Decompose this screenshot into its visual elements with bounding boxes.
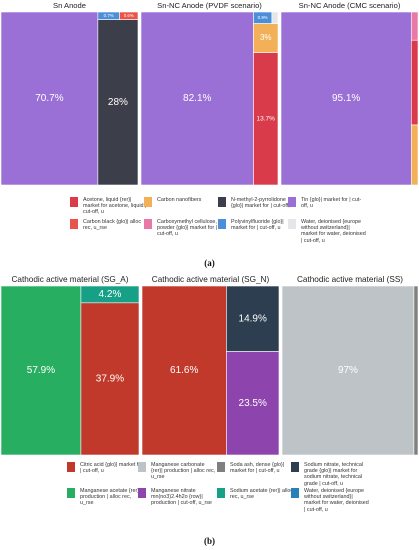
- treemap-tile-carboxymethyl-cellulose-powder-glo-marke: [410, 11, 419, 41]
- legend-label: Water, deionised {europe without switzer…: [304, 488, 369, 513]
- chart-title: Cathodic active material (SG_A): [12, 275, 129, 284]
- legend-label: Sodium acetate {rer}| alloc rec, u_rse: [230, 488, 294, 501]
- treemap-tile-manganese-acetate-rer-production-alloc-r: [0, 285, 82, 456]
- tile-label: 3%: [260, 33, 272, 42]
- tile-label: 4.2%: [99, 289, 122, 300]
- chart-title: Sn-NC Anode (PVDF scenario): [157, 1, 262, 10]
- legend-label: Carboxymethyl cellulose, powder {glo}| m…: [157, 219, 218, 238]
- treemap-tile-carbon-nanofibers: [253, 23, 279, 53]
- tile-label: 97%: [338, 365, 358, 376]
- legend-label: Sodium nitrate, technical grade {glo}| m…: [304, 462, 364, 487]
- treemap-tile-tin-glo-market-for-cut-off-u: [140, 11, 254, 186]
- legend-swatch: [67, 462, 75, 472]
- legend-swatch: [138, 488, 146, 498]
- legend-label: Manganese carbonate {rer}| production | …: [151, 462, 216, 481]
- treemap-tile-water-deionised-europe-without-switzerla: [271, 11, 279, 24]
- legend-swatch: [138, 462, 146, 472]
- treemap-tile-acetone-liquid-rer-market-for-acetone-li: [410, 39, 419, 126]
- tile-label: 82.1%: [183, 93, 211, 104]
- treemap-tile-citric-acid-glo-market-for-cut-off-u: [80, 302, 140, 456]
- legend-swatch: [288, 219, 296, 229]
- legend-label: Carbon black {glo}| alloc rec, u_rse: [83, 219, 142, 232]
- legend-label: Acetone, liquid {rer}| market for aceton…: [83, 197, 147, 216]
- legend-swatch: [70, 197, 78, 207]
- treemap-tile-acetone-liquid-rer-market-for-acetone-li: [253, 52, 279, 186]
- tile-label: 0.6%: [124, 13, 134, 18]
- treemap-tile-n-methyl-2-pyrrolidone-glo-market-for-cu: [97, 19, 139, 186]
- tile-label: 57.9%: [27, 365, 55, 376]
- legend-label: Tin {glo}| market for | cut-off, u: [301, 197, 362, 210]
- treemap-tile-soda-ash-dense-glo-market-for-cut-off-u: [413, 285, 419, 456]
- chart-title: Sn Anode: [53, 1, 86, 10]
- treemap-tile-manganese-nitrate-mn-no3-2-4h2o-row-prod: [226, 351, 280, 456]
- legend-label: Manganese acetate {rer}| production | al…: [80, 488, 141, 507]
- legend-swatch: [218, 197, 226, 207]
- legend-swatch: [144, 197, 152, 207]
- treemap-tile-tin-glo-market-for-cut-off-u: [0, 11, 99, 186]
- legend-swatch: [67, 488, 75, 498]
- chart-title: Cathodic active material (SS): [297, 275, 403, 284]
- treemap-tile-sodium-nitrate-technical-grade-glo-marke: [226, 285, 280, 352]
- figure-label-b: (b): [204, 536, 215, 546]
- figure-label-a: (a): [204, 258, 215, 268]
- tile-label: 14.9%: [239, 313, 267, 324]
- legend-swatch: [291, 462, 299, 472]
- legend-swatch: [217, 488, 225, 498]
- tile-label: 70.7%: [35, 93, 63, 104]
- legend-label: Polyvinylfluoride {glo}| market for | cu…: [231, 219, 284, 232]
- tile-label: 28%: [108, 97, 128, 108]
- legend-label: N-methyl-2-pyrrolidone {glo}| market for…: [231, 197, 295, 210]
- treemap-tile-carbon-nanofibers: [410, 124, 419, 186]
- legend-label: Soda ash, dense {glo}| market for | cut-…: [230, 462, 285, 475]
- legend-swatch: [70, 219, 78, 229]
- tile-label: 0.9%: [258, 15, 268, 20]
- tile-label: 13.7%: [257, 116, 276, 123]
- legend-swatch: [217, 462, 225, 472]
- tile-label: 0.7%: [104, 13, 114, 18]
- legend-label: Citric acid {glo}| market for | cut-off,…: [80, 462, 144, 475]
- treemap-tile-citric-acid-glo-market-for-cut-off-u: [141, 285, 227, 456]
- tile-label: 95.1%: [332, 93, 360, 104]
- tile-label: 23.5%: [239, 398, 267, 409]
- chart-title: Sn-NC Anode (CMC scenario): [299, 1, 401, 10]
- legend-swatch: [291, 488, 299, 498]
- legend-swatch: [218, 219, 226, 229]
- legend-label: Water, deionised {europe without switzer…: [301, 219, 366, 244]
- legend-swatch: [144, 219, 152, 229]
- tile-label: 61.6%: [170, 365, 198, 376]
- treemap-tile-manganese-carbonate-rer-production-alloc: [281, 285, 415, 456]
- legend-label: Manganese nitrate mn(no3)2.4h2o {row}| p…: [151, 488, 212, 507]
- legend-label: Carbon nanofibers: [157, 197, 202, 203]
- legend-swatch: [288, 197, 296, 207]
- chart-title: Cathodic active material (SG_N): [152, 275, 270, 284]
- treemap-tile-tin-glo-market-for-cut-off-u: [280, 11, 412, 186]
- tile-label: 37.9%: [96, 374, 124, 385]
